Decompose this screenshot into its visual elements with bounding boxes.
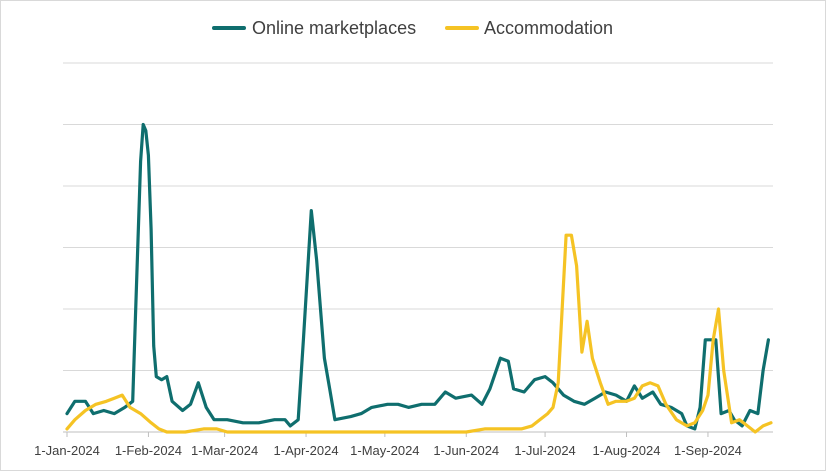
x-tick-label: 1-Jul-2024 bbox=[514, 443, 575, 458]
series-line-online-marketplaces bbox=[65, 122, 770, 431]
x-tick-label: 1-Feb-2024 bbox=[115, 443, 182, 458]
legend-label: Accommodation bbox=[484, 18, 613, 38]
x-tick-label: 1-Jan-2024 bbox=[34, 443, 100, 458]
x-tick-label: 1-Aug-2024 bbox=[593, 443, 661, 458]
series-lines bbox=[65, 122, 773, 434]
legend: Online marketplaces Accommodation bbox=[212, 18, 613, 38]
legend-label: Online marketplaces bbox=[252, 18, 416, 38]
x-axis: 1-Jan-2024 1-Feb-2024 1-Mar-2024 1-Apr-2024… bbox=[34, 431, 773, 458]
gridlines bbox=[63, 62, 773, 371]
x-tick-label: 1-Sep-2024 bbox=[674, 443, 742, 458]
x-tick-label: 1-Apr-2024 bbox=[274, 443, 339, 458]
series-line-accommodation bbox=[65, 233, 773, 434]
x-tick-label: 1-Jun-2024 bbox=[433, 443, 499, 458]
x-tick-label: 1-May-2024 bbox=[350, 443, 419, 458]
x-tick-label: 1-Mar-2024 bbox=[191, 443, 258, 458]
